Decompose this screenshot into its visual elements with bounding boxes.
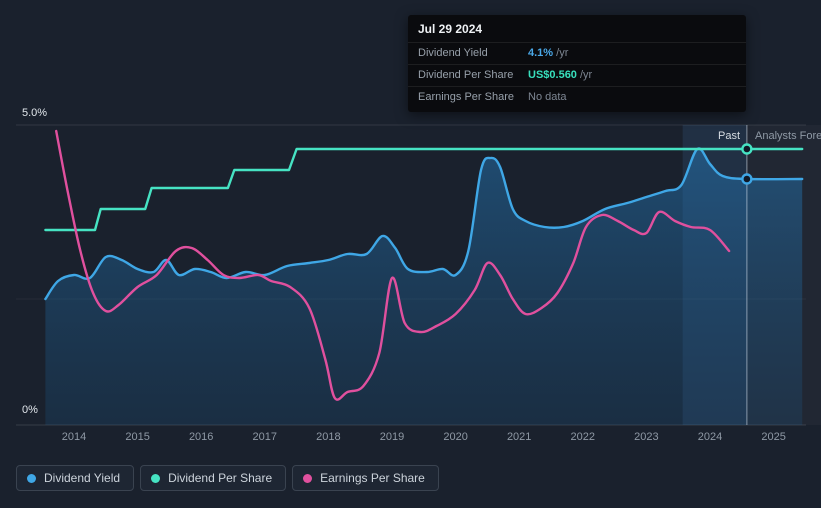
legend-label: Earnings Per Share: [320, 471, 425, 485]
tooltip-label: Dividend Yield: [418, 47, 488, 59]
x-axis-label-2024: 2024: [697, 431, 723, 443]
chart-tooltip: Jul 29 2024 Dividend Yield 4.1% /yr Divi…: [408, 15, 746, 112]
tooltip-value: US$0.560 /yr: [528, 69, 593, 81]
legend-dot-icon: [151, 473, 161, 483]
x-axis-label-2025: 2025: [761, 431, 786, 443]
tooltip-label: Earnings Per Share: [418, 91, 514, 103]
legend-item-dividend-yield[interactable]: Dividend Yield: [16, 465, 135, 491]
analysts-forecast-label: Analysts Forecasts: [755, 130, 821, 142]
x-axis-label-2014: 2014: [61, 431, 87, 443]
x-axis-label-2017: 2017: [252, 431, 278, 443]
past-label: Past: [717, 130, 740, 142]
past-marker-dividend-yield[interactable]: [741, 173, 753, 185]
x-axis-label-2016: 2016: [188, 431, 214, 443]
tooltip-row-dividend-yield: Dividend Yield 4.1% /yr: [408, 42, 746, 64]
legend-dot-icon: [27, 473, 36, 483]
x-axis-label-2022: 2022: [570, 431, 596, 443]
tooltip-value: No data: [528, 91, 567, 103]
tooltip-date: Jul 29 2024: [418, 22, 483, 36]
legend-dot-icon: [303, 473, 313, 483]
tooltip-value: 4.1% /yr: [528, 47, 569, 59]
x-axis-label-2021: 2021: [506, 431, 532, 443]
legend-label: Dividend Yield: [44, 471, 121, 485]
series-earnings-per-share: [55, 129, 731, 401]
series-dividend-per-share: [44, 147, 804, 232]
legend-item-earnings-per-share[interactable]: Earnings Per Share: [292, 465, 439, 491]
tooltip-row-earnings-per-share: Earnings Per Share No data: [408, 86, 746, 108]
dividend-history-chart[interactable]: [0, 0, 821, 460]
tooltip-row-dividend-per-share: Dividend Per Share US$0.560 /yr: [408, 64, 746, 86]
x-axis-label-2019: 2019: [379, 431, 405, 443]
x-axis-label-2020: 2020: [443, 431, 468, 443]
x-axis-label-2015: 2015: [125, 431, 150, 443]
series-dividend-yield: [44, 147, 804, 301]
dividend-yield-area: [45, 148, 803, 426]
y-axis-label-top: 5.0%: [22, 107, 48, 119]
legend-label: Dividend Per Share: [168, 471, 273, 485]
tooltip-label: Dividend Per Share: [418, 69, 514, 81]
legend-item-dividend-per-share[interactable]: Dividend Per Share: [140, 465, 287, 491]
chart-legend: Dividend Yield Dividend Per Share Earnings…: [16, 465, 439, 491]
x-axis-label-2023: 2023: [634, 431, 659, 443]
past-marker-dividend-per-share[interactable]: [741, 143, 753, 155]
x-axis-label-2018: 2018: [316, 431, 341, 443]
y-axis-label-bottom: 0%: [22, 404, 38, 416]
